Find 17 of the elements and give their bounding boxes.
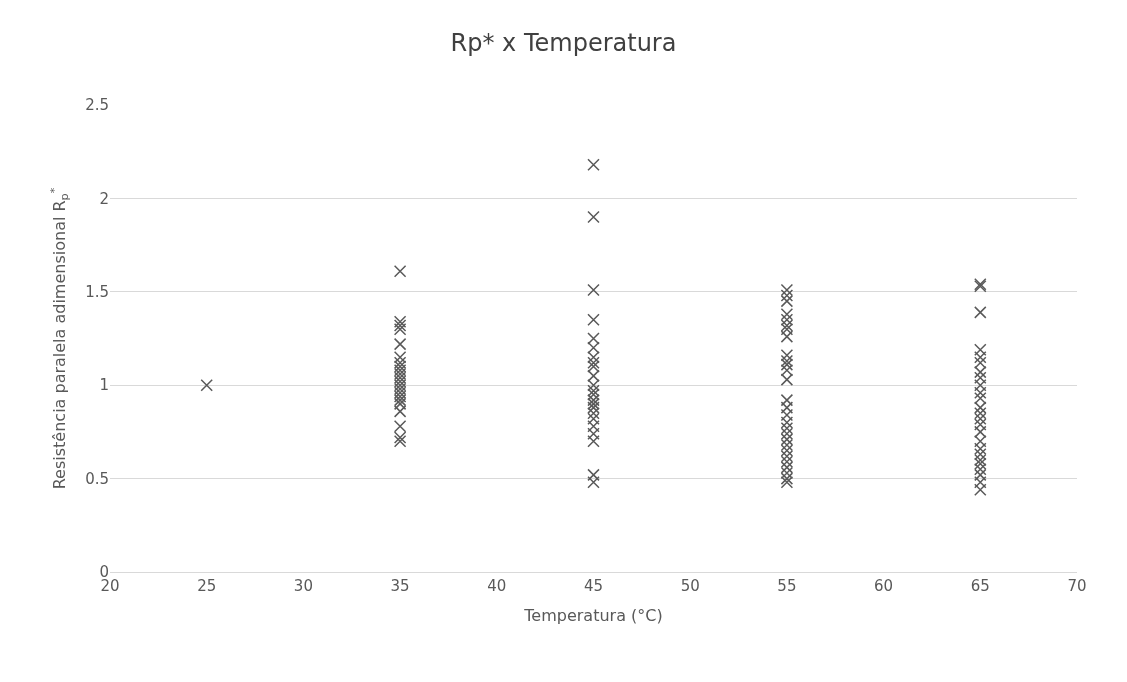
chart-title: Rp* x Temperatura — [450, 28, 677, 57]
x-tick-label: 55 — [777, 577, 797, 595]
x-tick-label: 50 — [680, 577, 700, 595]
y-tick-label: 2 — [99, 189, 109, 208]
y-tick-label: 2.5 — [85, 96, 109, 115]
x-tick-label: 60 — [874, 577, 894, 595]
x-tick-label: 45 — [583, 577, 604, 595]
x-tick-label: 35 — [390, 577, 410, 595]
x-tick-label: 40 — [487, 577, 507, 595]
x-tick-label: 30 — [293, 577, 313, 595]
y-tick-label: 1 — [99, 376, 109, 395]
x-tick-label: 25 — [197, 577, 217, 595]
y-tick-label: 0.5 — [85, 469, 109, 488]
x-tick-label: 70 — [1067, 577, 1087, 595]
x-axis-title: Temperatura (°C) — [523, 605, 663, 625]
y-tick-label: 1.5 — [85, 283, 109, 302]
x-tick-label: 65 — [970, 577, 990, 595]
